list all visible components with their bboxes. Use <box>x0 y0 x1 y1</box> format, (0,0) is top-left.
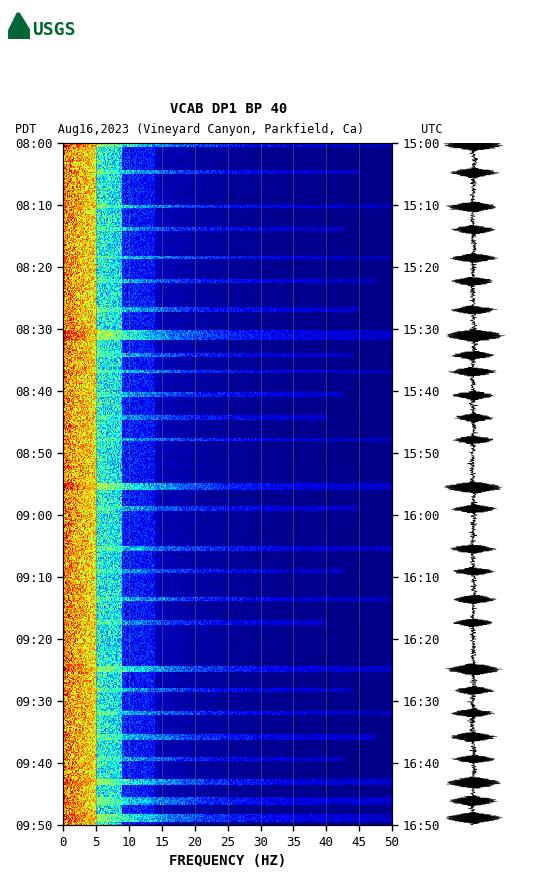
Text: PDT   Aug16,2023 (Vineyard Canyon, Parkfield, Ca)        UTC: PDT Aug16,2023 (Vineyard Canyon, Parkfie… <box>15 123 443 136</box>
Text: VCAB DP1 BP 40: VCAB DP1 BP 40 <box>171 102 288 116</box>
Text: USGS: USGS <box>32 21 76 38</box>
X-axis label: FREQUENCY (HZ): FREQUENCY (HZ) <box>169 854 286 868</box>
